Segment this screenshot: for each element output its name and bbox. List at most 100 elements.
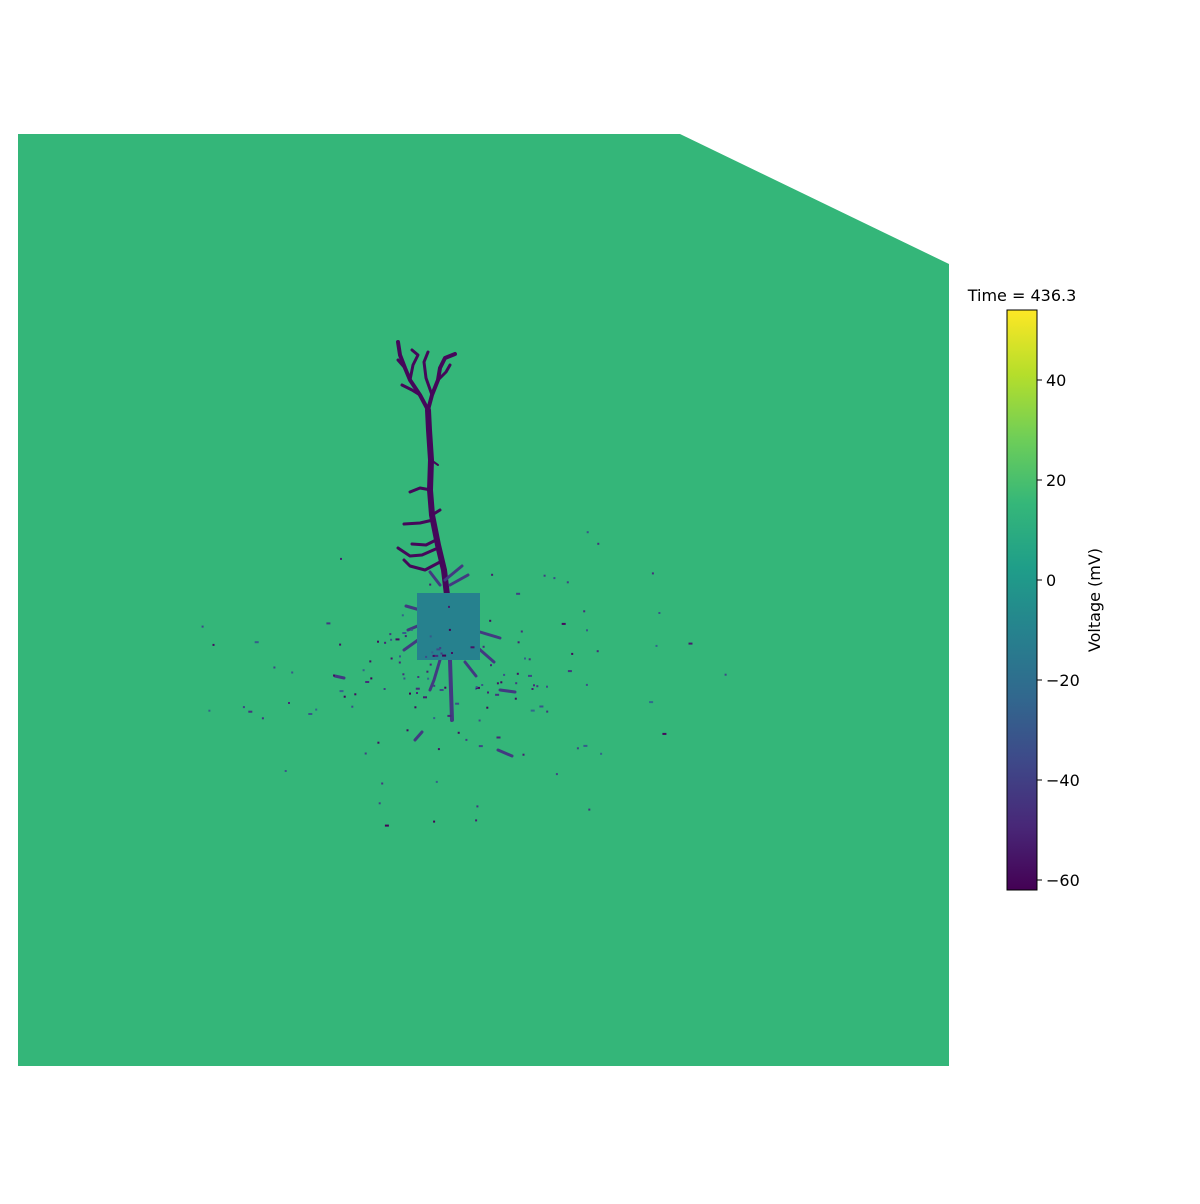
apical-tuft-branch: [436, 363, 452, 382]
neurite-fragment: [339, 690, 344, 693]
neurite-fragment: [370, 677, 373, 680]
neurite-fragment: [402, 632, 407, 634]
neurite-fragment: [596, 650, 599, 653]
neurite-fragment: [546, 685, 548, 688]
neurite-fragment: [476, 805, 479, 808]
neurite-fragment: [522, 753, 525, 756]
neurite-fragment: [365, 681, 370, 683]
neurite-fragment: [433, 717, 436, 720]
neurite-fragment: [429, 663, 432, 666]
neurite-fragment: [340, 557, 342, 560]
neurite-fragment: [561, 622, 566, 625]
neurite-fragment: [478, 719, 481, 722]
colorbar-label: Voltage (mV): [1085, 548, 1104, 652]
colorbar-tick-label: −20: [1046, 671, 1080, 690]
apical-oblique: [408, 486, 433, 494]
neurite-fragment: [436, 648, 441, 651]
neurite-fragment: [440, 652, 443, 655]
basal-branch: [496, 748, 514, 758]
neurite-fragment: [586, 629, 588, 632]
apical-tuft-branch: [396, 358, 407, 370]
neurite-fragment: [308, 713, 313, 715]
neurite-fragment: [398, 661, 401, 664]
neurite-fragment: [482, 645, 485, 648]
neurite-fragment: [434, 654, 439, 657]
neurite-fragment: [423, 696, 427, 699]
neurite-fragment: [254, 641, 259, 644]
neurite-fragment: [662, 732, 667, 735]
neurite-fragment: [583, 744, 588, 747]
neurite-fragment: [426, 670, 429, 673]
neurite-fragment: [546, 710, 549, 713]
neurite-fragment: [487, 691, 489, 694]
neurite-fragment: [410, 628, 413, 631]
neurite-fragment: [524, 657, 526, 660]
colorbar-tick-label: 20: [1046, 471, 1066, 490]
neurite-fragment: [481, 684, 484, 686]
neurite-fragment: [451, 652, 453, 654]
basal-branch: [428, 658, 442, 692]
neurite-fragment: [688, 642, 693, 645]
basal-branch: [476, 646, 496, 664]
basal-branch: [443, 564, 464, 582]
neurite-fragment: [533, 684, 535, 687]
neurite-fragment: [555, 773, 558, 776]
neurite-fragment: [201, 625, 204, 628]
neurite-fragment: [401, 614, 404, 617]
neurite-fragment: [403, 677, 406, 680]
neurite-fragment: [389, 633, 392, 636]
neurite-fragment: [586, 531, 589, 534]
time-label: Time = 436.3: [967, 286, 1077, 305]
neurite-fragment: [343, 695, 346, 698]
neurite-fragment: [435, 780, 438, 783]
neurite-fragment: [500, 681, 503, 684]
neurite-fragment: [404, 635, 407, 638]
colorbar-tick-label: −40: [1046, 771, 1080, 790]
neurite-fragment: [583, 610, 586, 613]
basal-branch: [333, 674, 346, 680]
neurite-fragment: [588, 808, 591, 811]
apical-dendrite: [396, 340, 457, 598]
neurite-fragment: [208, 709, 211, 712]
neurite-fragment: [315, 708, 318, 711]
neurite-fragment: [597, 542, 600, 545]
basal-branch: [413, 730, 424, 742]
neurite-fragment: [724, 673, 727, 676]
basal-branch: [463, 660, 478, 678]
apical-oblique: [430, 459, 439, 466]
neurite-fragment: [390, 657, 393, 660]
neurite-fragment: [566, 581, 569, 584]
basal-branch: [478, 630, 502, 640]
neurite-fragment: [496, 682, 499, 685]
neurite-fragment: [571, 652, 574, 655]
apical-tuft-branch: [408, 348, 420, 382]
neurite-fragment: [406, 729, 409, 732]
neurite-fragment: [377, 640, 379, 643]
neurite-fragment: [409, 692, 411, 695]
basal-dendrites: [333, 564, 517, 758]
neurite-fragment: [242, 706, 245, 709]
neurite-fragment: [433, 820, 436, 823]
neurite-fragment: [429, 583, 432, 586]
neurite-fragment: [585, 683, 588, 686]
neurite-fragment: [369, 660, 372, 663]
neurite-fragment: [291, 671, 294, 674]
neurite-fragment: [495, 693, 500, 696]
neurite-fragment: [515, 682, 518, 685]
neurite-fragments: [201, 531, 727, 827]
colorbar-tick-label: 40: [1046, 371, 1066, 390]
apical-tuft-branch: [396, 340, 430, 412]
neurite-fragment: [351, 705, 354, 708]
neurite-fragment: [536, 685, 539, 688]
neurite-fragment: [448, 628, 451, 631]
apical-oblique: [402, 558, 442, 572]
neurite-fragment: [553, 577, 556, 580]
neurite-fragment: [489, 619, 492, 622]
neurite-fragment: [475, 686, 478, 689]
neurite-fragment: [658, 612, 661, 614]
neurite-fragment: [378, 802, 381, 805]
neurite-fragment: [655, 644, 658, 647]
neurite-fragment: [383, 688, 386, 690]
neurite-fragment: [567, 670, 572, 673]
